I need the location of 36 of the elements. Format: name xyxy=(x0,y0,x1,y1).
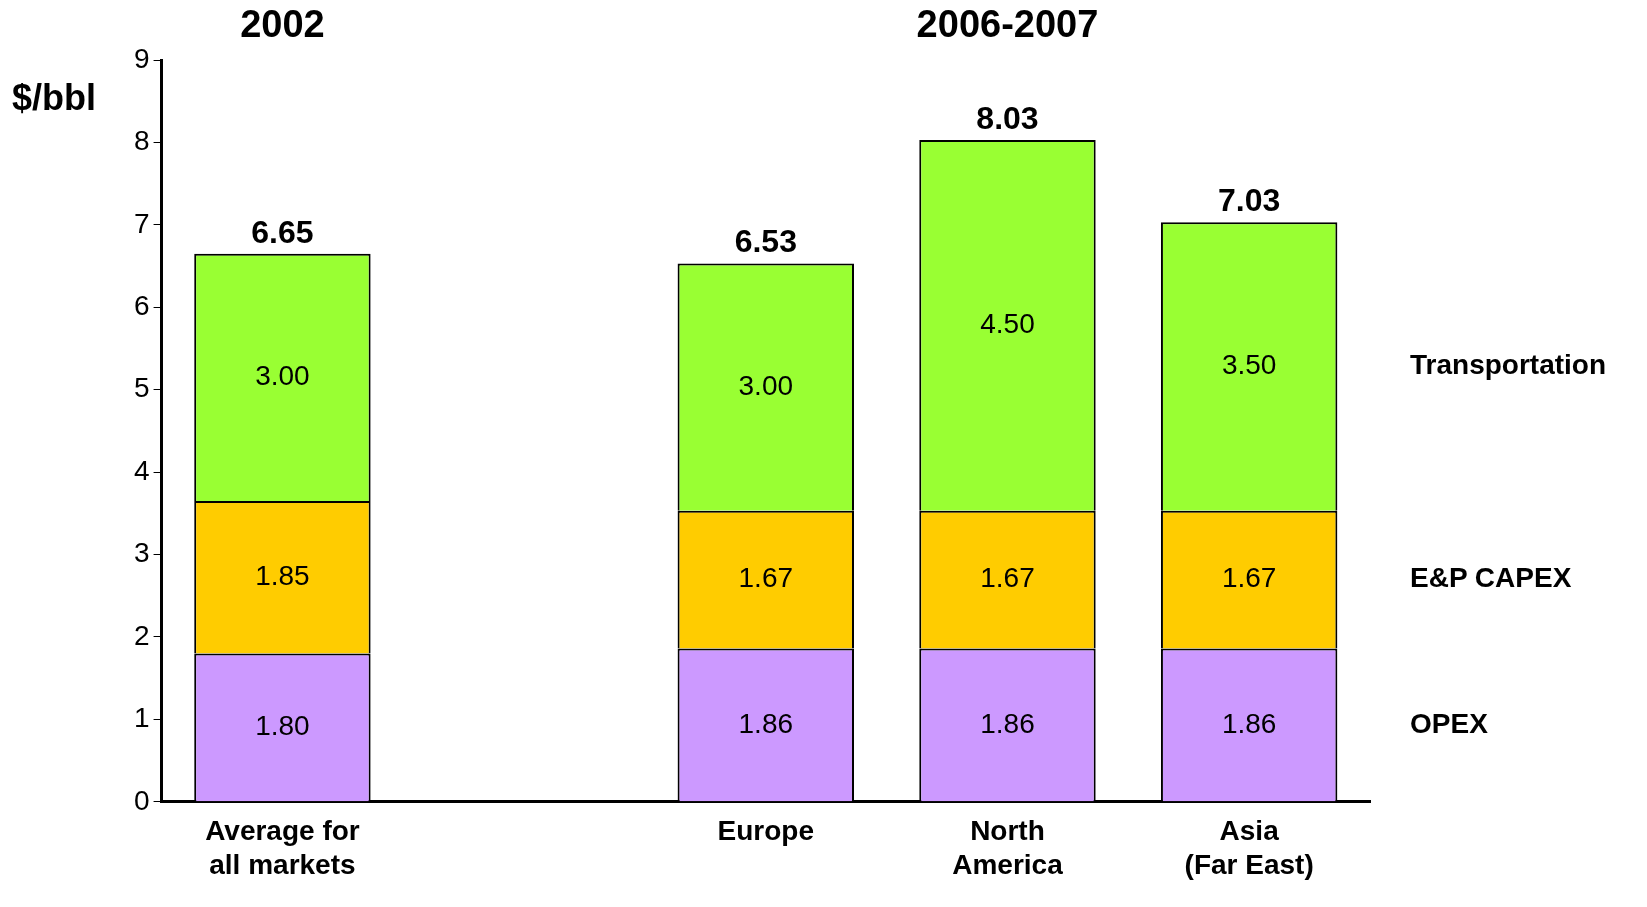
y-tick-label: 4 xyxy=(133,454,150,486)
y-tick-label: 8 xyxy=(133,125,150,157)
y-axis-title: $/bbl xyxy=(12,76,97,118)
data-label: 1.67 xyxy=(738,562,794,594)
data-label: 3.50 xyxy=(1221,349,1277,381)
total-label: 6.65 xyxy=(251,213,314,250)
y-tick-label: 9 xyxy=(133,42,150,74)
x-tick-label: Europe xyxy=(717,815,815,847)
x-tick-label: Asia (Far East) xyxy=(1184,815,1314,880)
total-label: 8.03 xyxy=(976,99,1039,136)
y-tick-label: 1 xyxy=(133,702,150,734)
data-label: 1.86 xyxy=(1221,707,1277,739)
data-label: 1.67 xyxy=(980,562,1035,594)
data-label: 1.67 xyxy=(1221,562,1277,594)
text: 2002 xyxy=(240,3,325,46)
data-label: 1.86 xyxy=(738,707,794,739)
total-label: 6.53 xyxy=(734,223,797,260)
y-tick-label: 7 xyxy=(133,207,150,239)
data-label: 1.80 xyxy=(255,710,310,742)
total-label: 7.03 xyxy=(1218,182,1281,219)
text: 2006-2007 xyxy=(916,3,1099,46)
y-tick-label: 0 xyxy=(133,784,150,816)
x-tick-label: North America xyxy=(952,815,1064,880)
text: OPEX xyxy=(1410,707,1489,739)
y-tick-label: 5 xyxy=(133,372,150,404)
text: Transportation xyxy=(1410,349,1607,381)
y-tick-label: 2 xyxy=(133,619,150,651)
data-label: 4.50 xyxy=(980,308,1035,340)
x-tick-label: Average for all markets xyxy=(205,815,360,880)
data-label: 1.85 xyxy=(255,559,310,591)
text: E&P CAPEX xyxy=(1410,562,1572,594)
y-tick-label: 3 xyxy=(133,537,150,569)
data-label: 3.00 xyxy=(255,360,310,392)
data-label: 1.86 xyxy=(980,707,1035,739)
y-tick-label: 6 xyxy=(133,289,150,321)
data-label: 3.00 xyxy=(738,369,794,401)
